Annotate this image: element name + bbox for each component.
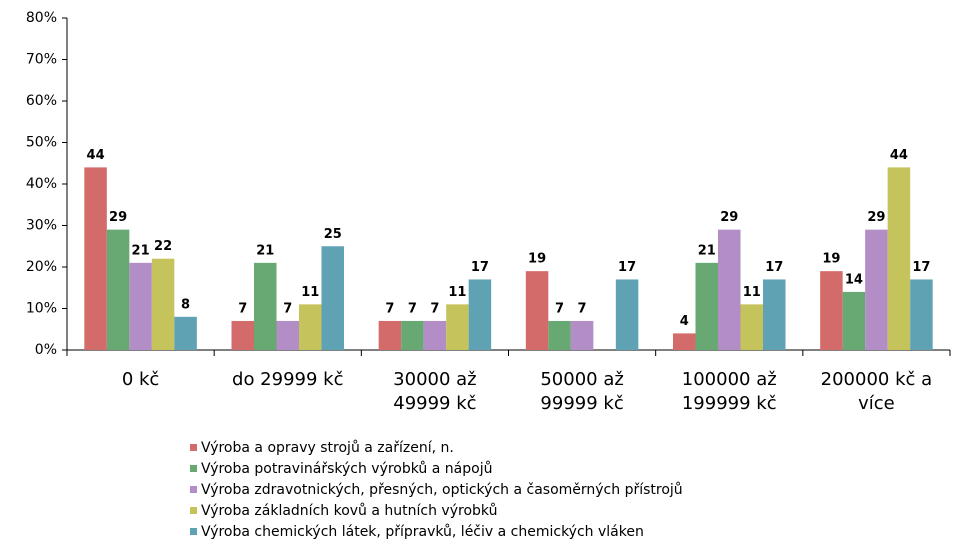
x-tick-label: 50000 až 99999 kč bbox=[540, 369, 624, 414]
bar bbox=[299, 304, 322, 350]
bar bbox=[378, 320, 402, 350]
y-tick-label: 20% bbox=[26, 259, 57, 275]
data-label: 22 bbox=[154, 239, 172, 254]
bar bbox=[174, 316, 197, 350]
bar bbox=[763, 279, 786, 350]
bar bbox=[231, 320, 254, 350]
data-label: 44 bbox=[890, 148, 908, 163]
data-label: 29 bbox=[867, 210, 885, 225]
legend-swatch bbox=[190, 528, 197, 535]
bar bbox=[887, 167, 911, 350]
bar bbox=[865, 229, 888, 350]
bar bbox=[842, 291, 866, 350]
data-label: 7 bbox=[283, 301, 292, 316]
y-tick-label: 80% bbox=[26, 10, 57, 26]
bar bbox=[468, 279, 492, 350]
y-tick-label: 70% bbox=[26, 52, 57, 68]
legend-label: Výroba chemických látek, přípravků, léči… bbox=[201, 524, 644, 540]
x-tick-label: 0 kč bbox=[121, 369, 160, 390]
data-label: 19 bbox=[528, 252, 546, 267]
legend-swatch bbox=[190, 444, 197, 451]
data-label: 7 bbox=[430, 301, 439, 316]
data-label: 7 bbox=[385, 301, 394, 316]
x-tick-label: do 29999 kč bbox=[232, 369, 344, 390]
bar bbox=[615, 279, 639, 350]
legend-label: Výroba potravinářských výrobků a nápojů bbox=[201, 461, 492, 477]
data-label: 7 bbox=[238, 301, 247, 316]
bar bbox=[740, 304, 763, 350]
bar bbox=[695, 262, 718, 350]
data-label: 7 bbox=[578, 301, 587, 316]
y-tick-label: 50% bbox=[26, 135, 57, 151]
data-label: 21 bbox=[132, 243, 150, 258]
data-label: 21 bbox=[698, 243, 716, 258]
bar bbox=[718, 229, 741, 350]
data-label: 7 bbox=[555, 301, 564, 316]
data-label: 11 bbox=[301, 285, 319, 300]
bar bbox=[401, 320, 424, 350]
bar bbox=[276, 320, 299, 350]
data-label: 11 bbox=[743, 285, 761, 300]
bar bbox=[321, 246, 344, 350]
legend-label: Výroba zdravotnických, přesných, optický… bbox=[201, 482, 683, 498]
y-tick-label: 10% bbox=[26, 301, 57, 317]
y-tick-label: 30% bbox=[26, 218, 57, 234]
bar bbox=[254, 262, 277, 350]
legend-swatch bbox=[190, 486, 197, 493]
data-label: 4 bbox=[680, 314, 689, 329]
x-tick-label: 100000 až 199999 kč bbox=[681, 369, 777, 414]
bar bbox=[525, 271, 549, 350]
bar bbox=[129, 262, 152, 350]
y-tick-label: 40% bbox=[26, 176, 57, 192]
bar bbox=[84, 167, 107, 350]
bar bbox=[570, 320, 594, 350]
x-tick-label: 30000 až 49999 kč bbox=[393, 369, 477, 414]
data-label: 14 bbox=[845, 272, 863, 287]
y-tick-label: 0% bbox=[35, 342, 57, 358]
legend-label: Výroba a opravy strojů a zařízení, n. bbox=[201, 440, 454, 456]
data-label: 7 bbox=[408, 301, 417, 316]
bar bbox=[106, 229, 130, 350]
data-label: 11 bbox=[448, 285, 466, 300]
data-label: 21 bbox=[256, 243, 274, 258]
y-tick-label: 60% bbox=[26, 93, 57, 109]
data-label: 8 bbox=[181, 297, 190, 312]
data-label: 25 bbox=[324, 227, 342, 242]
bar bbox=[820, 271, 843, 350]
x-tick-label: 200000 kč a více bbox=[820, 369, 933, 414]
data-label: 29 bbox=[109, 210, 127, 225]
data-label: 17 bbox=[765, 260, 783, 275]
data-label: 17 bbox=[618, 260, 636, 275]
bar bbox=[446, 304, 469, 350]
bar bbox=[673, 333, 696, 350]
bar bbox=[423, 320, 447, 350]
legend-label: Výroba základních kovů a hutních výrobků bbox=[201, 503, 497, 519]
data-label: 29 bbox=[720, 210, 738, 225]
legend-swatch bbox=[190, 465, 197, 472]
legend-swatch bbox=[190, 507, 197, 514]
data-label: 44 bbox=[87, 148, 105, 163]
data-label: 17 bbox=[912, 260, 930, 275]
bar bbox=[548, 320, 571, 350]
bar bbox=[151, 258, 175, 350]
data-label: 17 bbox=[471, 260, 489, 275]
data-label: 19 bbox=[822, 252, 840, 267]
bar bbox=[910, 279, 933, 350]
